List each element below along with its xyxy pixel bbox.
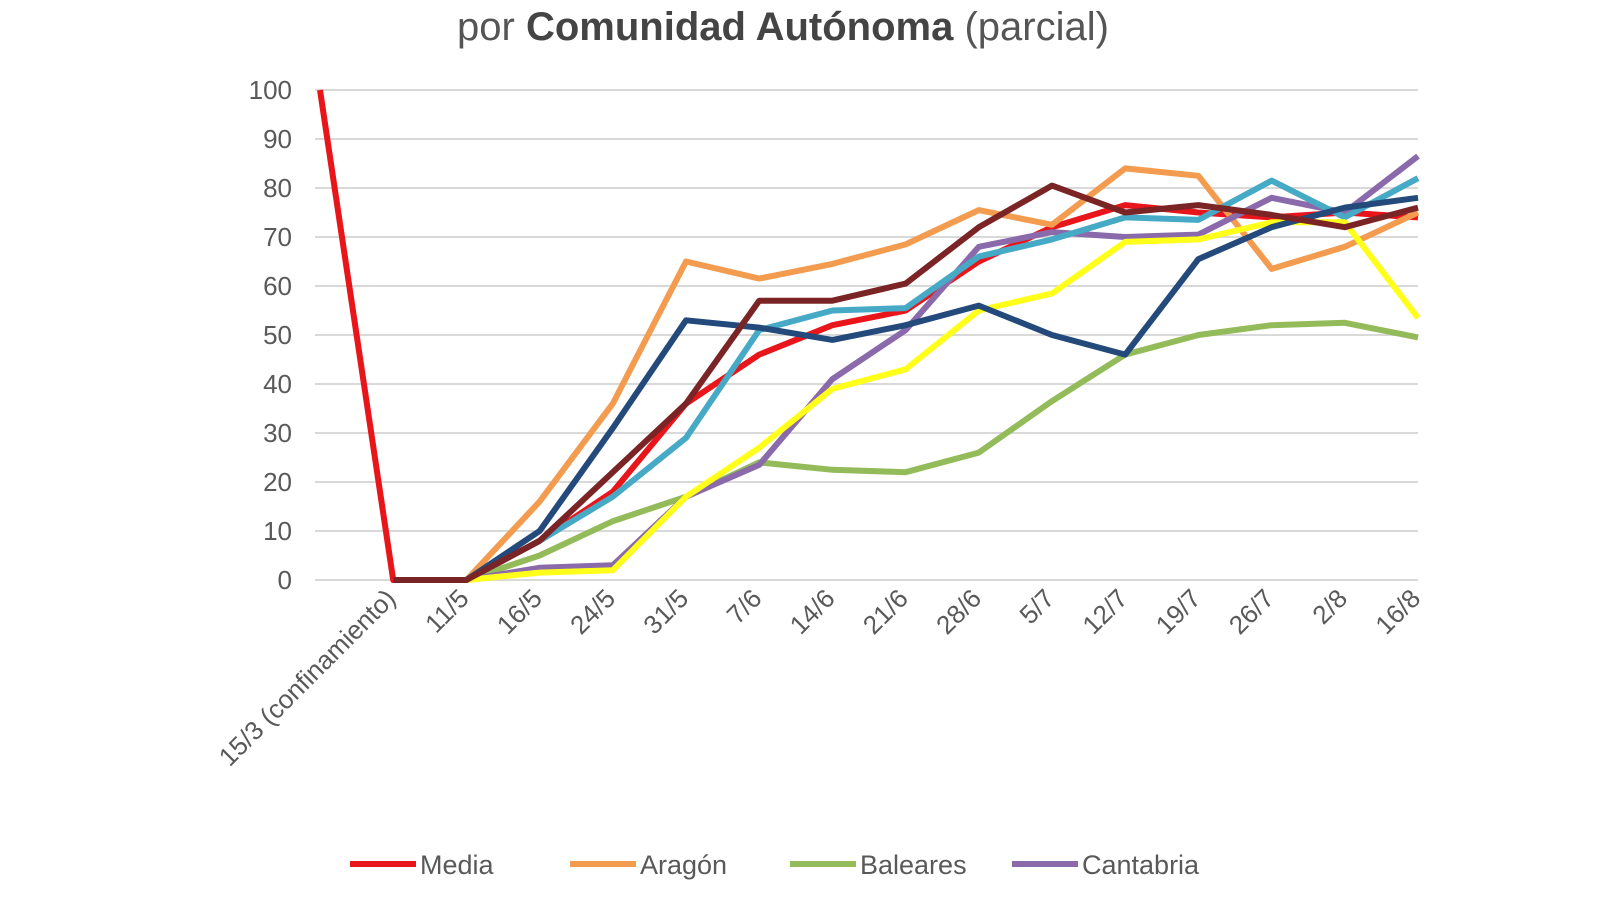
y-tick-label: 30 — [263, 418, 292, 448]
x-tick-label: 28/6 — [930, 583, 987, 640]
y-tick-label: 10 — [263, 516, 292, 546]
y-tick-label: 50 — [263, 320, 292, 350]
y-tick-label: 100 — [249, 75, 292, 105]
x-tick-label: 16/8 — [1369, 583, 1426, 640]
legend-label: Aragón — [640, 850, 727, 880]
series-line-series-7 — [393, 194, 1419, 583]
y-tick-label: 40 — [263, 369, 292, 399]
x-tick-label: 31/5 — [637, 583, 694, 640]
x-tick-label: 5/7 — [1013, 583, 1060, 630]
series-line-series-6 — [393, 219, 1421, 583]
x-tick-label: 19/7 — [1150, 583, 1207, 640]
x-tick-label: 11/5 — [419, 583, 475, 639]
series-line-series-5 — [393, 175, 1420, 583]
y-tick-label: 60 — [263, 271, 292, 301]
y-tick-label: 80 — [263, 173, 292, 203]
title-bold: Comunidad Autónoma — [526, 5, 954, 49]
x-tick-label: 2/8 — [1306, 583, 1353, 630]
x-tick-label: 21/6 — [857, 583, 914, 640]
legend-label: Media — [420, 850, 495, 880]
x-tick-label: 24/5 — [564, 583, 621, 640]
y-tick-label: 70 — [263, 222, 292, 252]
series-line-series-8 — [393, 182, 1419, 583]
series-line-baleares — [393, 319, 1419, 583]
legend-label: Cantabria — [1082, 850, 1200, 880]
chart-title: por Comunidad Autónoma (parcial) — [457, 5, 1109, 49]
title-suffix: (parcial) — [953, 5, 1109, 49]
y-tick-label: 0 — [278, 565, 292, 595]
x-tick-label: 26/7 — [1223, 583, 1280, 640]
legend-label: Baleares — [860, 850, 967, 880]
x-tick-label: 16/5 — [491, 583, 548, 640]
x-tick-label: 7/6 — [721, 583, 768, 630]
x-tick-label: 12/7 — [1076, 583, 1133, 640]
x-tick-label: 15/3 (confinamiento) — [213, 583, 402, 772]
title-prefix: por — [457, 5, 526, 49]
y-tick-label: 90 — [263, 124, 292, 154]
x-tick-label: 14/6 — [784, 583, 841, 640]
y-tick-label: 20 — [263, 467, 292, 497]
